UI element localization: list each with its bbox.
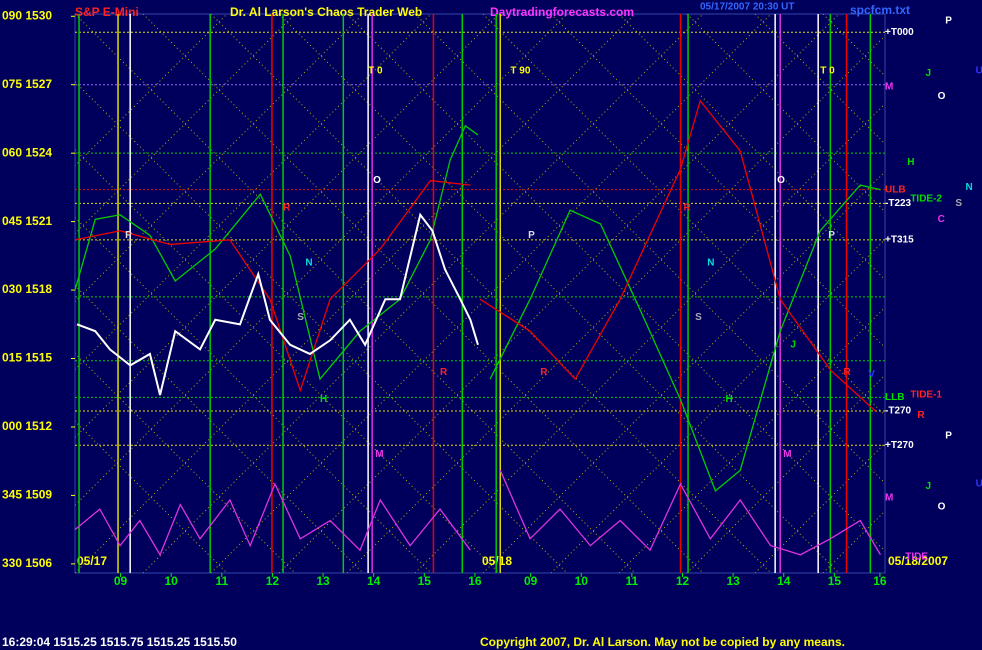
- annotation: H: [907, 157, 914, 168]
- chart-subtitle: Dr. Al Larson's Chaos Trader Web: [230, 5, 422, 19]
- annotation: T 0: [368, 66, 383, 77]
- series-line: [76, 212, 479, 396]
- annotation: P: [945, 15, 952, 26]
- annotation: TIDE: [905, 552, 928, 563]
- annotation: N: [305, 257, 312, 268]
- series-line: [499, 470, 882, 556]
- series-line: [74, 482, 471, 557]
- annotation: M: [885, 82, 893, 93]
- file-name: spcfcm.txt: [850, 3, 910, 17]
- annotation: U: [976, 66, 982, 77]
- date-label: 05/18: [482, 554, 512, 568]
- annotation: C: [938, 214, 945, 225]
- x-tick-label: 09: [114, 574, 128, 588]
- timestamp: 05/17/2007 20:30 UT: [700, 2, 795, 13]
- annotation: O: [938, 501, 946, 512]
- y-tick-label: 345 1509: [2, 488, 52, 502]
- y-tick-label: 030 1518: [2, 282, 52, 296]
- x-tick-label: 10: [575, 574, 589, 588]
- website: Daytradingforecasts.com: [490, 5, 634, 19]
- annotation: T 90: [510, 66, 530, 77]
- annotation: +T000: [885, 27, 914, 38]
- x-tick-label: 15: [828, 574, 842, 588]
- chart-title: S&P E-Mini: [75, 5, 139, 19]
- x-tick-label: 13: [316, 574, 330, 588]
- annotation: V: [868, 369, 875, 380]
- annotation: TIDE-2: [910, 193, 942, 204]
- annotation: H: [726, 394, 733, 405]
- annotation: O: [938, 91, 946, 102]
- annotation: M: [885, 492, 893, 503]
- x-tick-label: 11: [626, 574, 639, 588]
- annotation: ULB: [885, 184, 906, 195]
- annotation: P: [828, 230, 835, 241]
- annotation: U: [976, 479, 982, 490]
- annotation: P: [528, 230, 535, 241]
- x-tick-label: 16: [468, 574, 482, 588]
- annotation: P: [945, 431, 952, 442]
- y-tick-label: 015 1515: [2, 351, 52, 365]
- annotation: S: [297, 312, 304, 323]
- series-line: [74, 179, 471, 393]
- annotation: S: [955, 198, 962, 209]
- annotation: -T270: [885, 406, 912, 417]
- annotation: R: [440, 367, 448, 378]
- annotation: N: [707, 257, 714, 268]
- y-tick-label: 000 1512: [2, 419, 52, 433]
- annotation: M: [375, 449, 383, 460]
- annotation: J: [926, 68, 932, 79]
- x-tick-label: 13: [726, 574, 740, 588]
- y-tick-label: 090 1530: [2, 8, 52, 22]
- annotation: R: [540, 367, 548, 378]
- annotation: TIDE-1: [910, 390, 942, 401]
- annotation: M: [783, 449, 791, 460]
- y-tick-label: 330 1506: [2, 556, 52, 570]
- series-line: [489, 184, 881, 492]
- annotation: P: [125, 230, 132, 241]
- x-tick-label: 11: [215, 574, 228, 588]
- x-tick-label: 09: [524, 574, 538, 588]
- annotation: +T270: [885, 440, 914, 451]
- y-tick-label: 060 1524: [2, 145, 52, 159]
- copyright: Copyright 2007, Dr. Al Larson. May not b…: [480, 635, 845, 649]
- date-label: 05/18/2007: [888, 554, 948, 568]
- annotation: O: [777, 175, 785, 186]
- annotation: T 0: [820, 66, 835, 77]
- annotation: -T223: [885, 198, 912, 209]
- annotation: J: [790, 339, 796, 350]
- plot-frame: [74, 13, 886, 574]
- x-tick-label: 15: [418, 574, 432, 588]
- y-tick-label: 075 1527: [2, 77, 52, 91]
- annotation: O: [373, 175, 381, 186]
- x-tick-label: 12: [676, 574, 690, 588]
- x-tick-label: 10: [165, 574, 179, 588]
- annotation: S: [695, 312, 702, 323]
- x-tick-label: 14: [367, 574, 381, 588]
- x-tick-label: 16: [873, 574, 887, 588]
- x-tick-label: 12: [266, 574, 280, 588]
- annotation: N: [965, 182, 972, 193]
- status-line: 16:29:04 1515.25 1515.75 1515.25 1515.50: [2, 635, 237, 649]
- annotation: R: [283, 203, 291, 214]
- y-tick-label: 045 1521: [2, 214, 52, 228]
- series-line: [74, 124, 479, 381]
- date-label: 05/17: [77, 554, 107, 568]
- annotation: R: [684, 203, 692, 214]
- series-line: [479, 99, 876, 412]
- annotation: R: [917, 410, 925, 421]
- annotation: H: [320, 394, 327, 405]
- annotation: LLB: [885, 392, 904, 403]
- annotation: J: [926, 481, 932, 492]
- x-tick-label: 14: [777, 574, 791, 588]
- annotation: R: [843, 367, 851, 378]
- annotation: +T315: [885, 235, 914, 246]
